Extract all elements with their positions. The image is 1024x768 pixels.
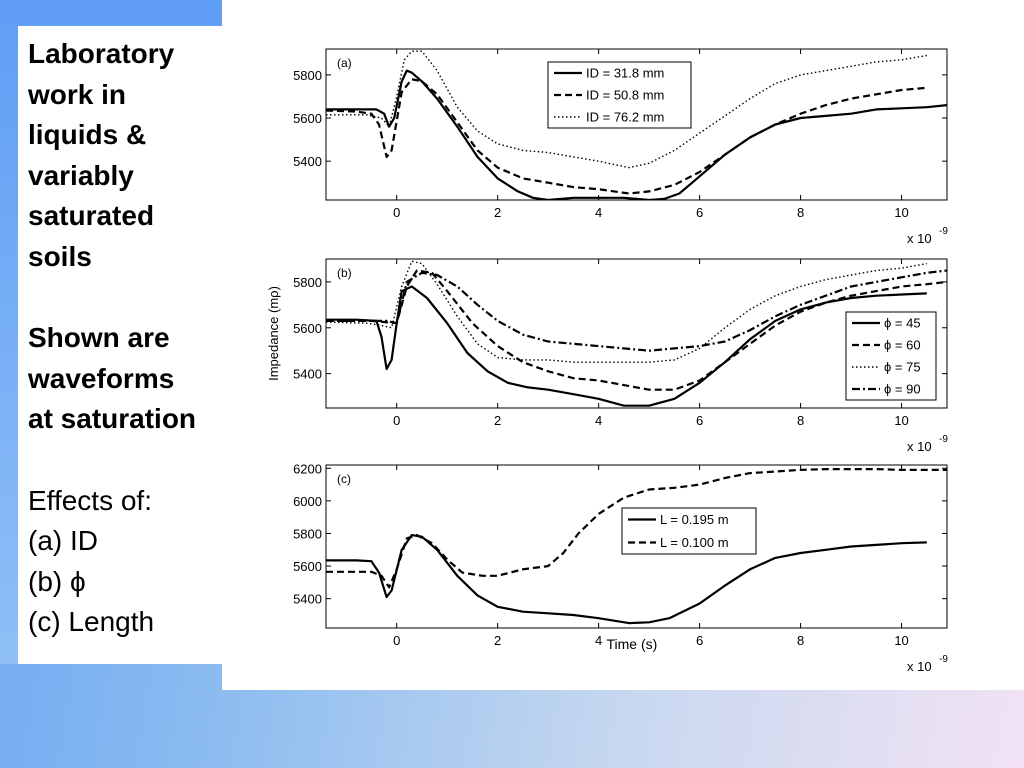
plot-frame <box>325 258 948 409</box>
x-tick-label: 4 <box>595 633 602 648</box>
legend-label-1: ϕ = 45 <box>884 316 921 331</box>
x-tick-label: 4 <box>595 205 602 220</box>
x-tick-label: 10 <box>894 633 908 648</box>
chart-panel-1: 0 2 4 6 8 10 5400 5600 5800 (a) x 10 -9 ID = 31.8 mm… <box>293 48 948 246</box>
y-tick-label: 5800 <box>293 275 322 290</box>
y-tick-label: 6000 <box>293 494 322 509</box>
x-tick-label: 2 <box>494 205 501 220</box>
effects-line-3: (b) ϕ <box>28 565 86 597</box>
heading-line-3: liquids & <box>28 119 147 151</box>
x-multiplier-exponent: -9 <box>939 434 948 445</box>
chart-panel-2: 0 2 4 6 8 10 5400 5600 5800 (b) x 10 -9 Impedance (m… <box>266 258 948 454</box>
legend-label-1: ID = 31.8 mm <box>586 66 664 81</box>
panel-label: (c) <box>337 472 351 486</box>
legend-box <box>621 507 757 555</box>
legend: ϕ = 45 ϕ = 60 ϕ = 75 ϕ = 90 <box>845 311 937 401</box>
y-tick-label: 5400 <box>293 154 322 169</box>
legend-label-2: ID = 50.8 mm <box>586 88 664 103</box>
panel-label: (b) <box>337 266 352 280</box>
series-line-2 <box>326 468 947 589</box>
legend-label-2: ϕ = 60 <box>884 338 921 353</box>
x-multiplier-exponent: -9 <box>939 226 948 237</box>
y-tick-label: 5600 <box>293 321 322 336</box>
x-tick-label: 0 <box>393 633 400 648</box>
y-tick-label: 5800 <box>293 526 322 541</box>
text-column <box>18 26 222 664</box>
note-line-2: waveforms <box>28 362 175 394</box>
series-line-3 <box>326 260 927 363</box>
series-group <box>326 260 947 407</box>
series-line-4 <box>326 269 947 352</box>
legend-label-1: L = 0.195 m <box>660 512 729 527</box>
y-tick-label: 5600 <box>293 111 322 126</box>
legend: L = 0.195 m L = 0.100 m <box>621 507 757 555</box>
heading-line-4: variably <box>28 159 134 191</box>
effects-line-4: (c) Length <box>28 606 155 638</box>
x-axis-label: Time (s) <box>606 636 657 652</box>
series-group <box>326 50 947 200</box>
x-multiplier-exponent: -9 <box>939 654 948 665</box>
legend-label-3: ϕ = 75 <box>884 360 921 375</box>
x-tick-label: 6 <box>696 413 703 428</box>
x-tick-label: 0 <box>393 413 400 428</box>
y-tick-label: 5800 <box>293 68 322 83</box>
y-axis-label: Impedance (mρ) <box>266 286 281 381</box>
x-tick-label: 10 <box>894 413 908 428</box>
x-tick-label: 8 <box>797 413 804 428</box>
x-multiplier-label: x 10 <box>907 659 932 674</box>
x-multiplier-label: x 10 <box>907 231 932 246</box>
series-line-1 <box>326 69 947 200</box>
x-tick-label: 6 <box>696 633 703 648</box>
legend-label-3: ID = 76.2 mm <box>586 110 664 125</box>
legend: ID = 31.8 mm ID = 50.8 mm ID = 76.2 mm <box>547 61 692 129</box>
legend-label-2: L = 0.100 m <box>660 535 729 550</box>
x-tick-label: 8 <box>797 633 804 648</box>
note-line-3: at saturation <box>28 403 197 435</box>
series-line-2 <box>326 78 927 195</box>
x-tick-label: 2 <box>494 633 501 648</box>
x-tick-label: 8 <box>797 205 804 220</box>
y-tick-label: 6200 <box>293 461 322 476</box>
heading-line-1: Laboratory <box>28 38 175 69</box>
chart-panel-3: 0 2 4 6 8 10 5400 5600 5800 6000 6200 (c) x 10 -9 Time… <box>293 461 948 674</box>
series-line-2 <box>326 269 947 391</box>
note-line-1: Shown are <box>28 322 170 354</box>
y-tick-label: 5400 <box>293 367 322 382</box>
x-tick-label: 0 <box>393 205 400 220</box>
series-line-1 <box>326 533 927 625</box>
legend-box <box>845 311 937 401</box>
heading-line-2: work in <box>28 78 127 110</box>
y-tick-label: 5400 <box>293 592 322 607</box>
slide-text-block: Laboratory work in liquids & variably sa… <box>28 34 233 643</box>
series-group <box>326 468 947 625</box>
y-tick-label: 5600 <box>293 559 322 574</box>
heading-line-6: soils <box>28 240 92 272</box>
x-tick-label: 2 <box>494 413 501 428</box>
panel-label: (a) <box>337 56 352 70</box>
effects-line-1: Effects of: <box>28 484 152 516</box>
legend-label-4: ϕ = 90 <box>884 382 921 397</box>
series-line-3 <box>326 50 927 169</box>
x-tick-label: 6 <box>696 205 703 220</box>
effects-line-2: (a) ID <box>28 525 98 557</box>
x-tick-label: 10 <box>894 205 908 220</box>
series-line-1 <box>326 285 927 407</box>
heading-line-5: saturated <box>28 200 155 232</box>
x-tick-label: 4 <box>595 413 602 428</box>
x-multiplier-label: x 10 <box>907 439 932 454</box>
